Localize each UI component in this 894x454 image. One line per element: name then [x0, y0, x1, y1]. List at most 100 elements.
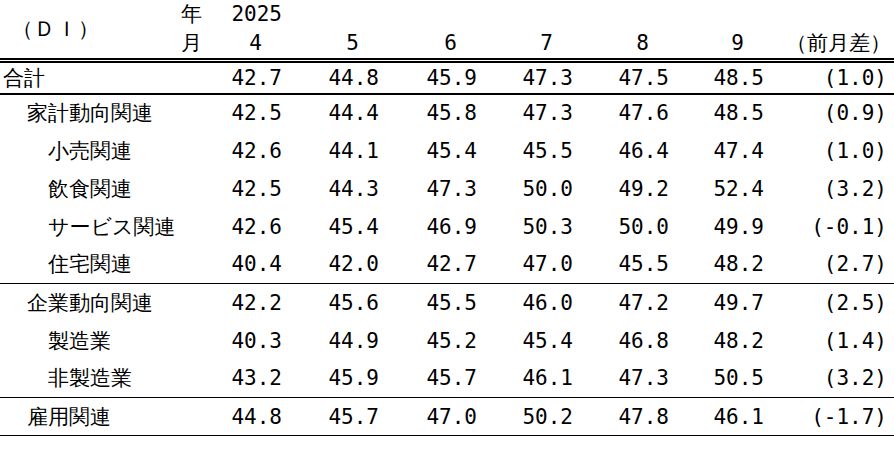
row-label: 非製造業 [0, 360, 202, 398]
di-table-page: （ＤＩ） 年 月 2025 4 5 6 7 8 9 （前月差 [0, 0, 894, 454]
row-label: 住宅関連 [0, 246, 202, 284]
di-value-cell: 45.4 [380, 132, 478, 170]
di-value-cell: 44.8 [202, 398, 283, 436]
di-value-cell: 50.0 [478, 170, 574, 208]
row-label: 製造業 [0, 322, 202, 360]
di-value-cell: 45.4 [478, 322, 574, 360]
table-row: 製造業 40.3 44.9 45.2 45.4 46.8 48.2 (1.4) [0, 322, 894, 360]
di-value-cell: 47.0 [380, 398, 478, 436]
di-value-cell: 50.3 [478, 208, 574, 246]
table-row: 住宅関連 40.4 42.0 42.7 47.0 45.5 48.2 (2.7) [0, 246, 894, 284]
di-value-cell: 50.5 [670, 360, 765, 398]
di-value-cell: 40.4 [202, 246, 283, 284]
di-value-cell: 42.5 [202, 94, 283, 132]
table-row: サービス関連 42.6 45.4 46.9 50.3 50.0 49.9 (-0… [0, 208, 894, 246]
di-value-cell: 46.0 [478, 284, 574, 322]
diff-value-cell: (0.9) [765, 94, 894, 132]
di-value-cell: 48.2 [670, 322, 765, 360]
di-value-cell: 45.2 [380, 322, 478, 360]
di-value-cell: 42.7 [380, 246, 478, 284]
di-value-cell: 42.7 [202, 61, 283, 94]
di-value-cell: 47.3 [574, 360, 670, 398]
diff-value-cell: (2.7) [765, 246, 894, 284]
table-header: （ＤＩ） 年 月 2025 4 5 6 7 8 9 （前月差 [0, 0, 894, 61]
month-header: 8 [574, 29, 670, 61]
diff-value-cell: (2.5) [765, 284, 894, 322]
di-value-cell: 42.2 [202, 284, 283, 322]
year-label: 年 [181, 1, 202, 28]
month-header: 6 [380, 29, 478, 61]
di-value-cell: 44.1 [283, 132, 380, 170]
di-value-cell: 44.9 [283, 322, 380, 360]
di-value-cell: 48.2 [670, 246, 765, 284]
di-value-cell: 42.5 [202, 170, 283, 208]
di-value-cell: 45.4 [283, 208, 380, 246]
table-row: 企業動向関連 42.2 45.6 45.5 46.0 47.2 49.7 (2.… [0, 284, 894, 322]
diff-value-cell: (3.2) [765, 170, 894, 208]
di-value-cell: 45.9 [283, 360, 380, 398]
di-table: （ＤＩ） 年 月 2025 4 5 6 7 8 9 （前月差 [0, 0, 894, 436]
row-label: 企業動向関連 [0, 284, 202, 322]
month-header: 4 [202, 29, 283, 61]
di-value-cell: 45.7 [283, 398, 380, 436]
year-value: 2025 [202, 0, 283, 29]
di-value-cell: 49.2 [574, 170, 670, 208]
header-row-year: （ＤＩ） 年 月 2025 [0, 0, 894, 29]
table-body: 合計 42.7 44.8 45.9 47.3 47.5 48.5 (1.0) 家… [0, 61, 894, 436]
di-value-cell: 45.5 [478, 132, 574, 170]
di-value-cell: 47.4 [670, 132, 765, 170]
di-value-cell: 47.2 [574, 284, 670, 322]
diff-value-cell: (1.0) [765, 132, 894, 170]
month-header: 9 [670, 29, 765, 61]
row-label: 飲食関連 [0, 170, 202, 208]
month-header: 7 [478, 29, 574, 61]
di-value-cell: 47.6 [574, 94, 670, 132]
di-value-cell: 48.5 [670, 94, 765, 132]
di-value-cell: 46.1 [478, 360, 574, 398]
month-label: 月 [181, 30, 202, 57]
di-value-cell: 52.4 [670, 170, 765, 208]
di-value-cell: 45.8 [380, 94, 478, 132]
di-value-cell: 45.6 [283, 284, 380, 322]
di-value-cell: 45.7 [380, 360, 478, 398]
di-value-cell: 45.5 [574, 246, 670, 284]
diff-value-cell: (1.4) [765, 322, 894, 360]
table-row: 家計動向関連 42.5 44.4 45.8 47.3 47.6 48.5 (0.… [0, 94, 894, 132]
table-row: 飲食関連 42.5 44.3 47.3 50.0 49.2 52.4 (3.2) [0, 170, 894, 208]
di-value-cell: 46.1 [670, 398, 765, 436]
table-row: 合計 42.7 44.8 45.9 47.3 47.5 48.5 (1.0) [0, 61, 894, 94]
row-label: 雇用関連 [0, 398, 202, 436]
di-value-cell: 40.3 [202, 322, 283, 360]
di-value-cell: 50.0 [574, 208, 670, 246]
di-value-cell: 46.4 [574, 132, 670, 170]
di-unit-label: （ＤＩ） [0, 15, 100, 43]
diff-value-cell: (-0.1) [765, 208, 894, 246]
di-value-cell: 47.3 [478, 94, 574, 132]
di-value-cell: 42.0 [283, 246, 380, 284]
di-value-cell: 47.3 [380, 170, 478, 208]
row-label: サービス関連 [0, 208, 202, 246]
header-spacer-diff [765, 0, 894, 29]
di-value-cell: 47.3 [478, 61, 574, 94]
di-value-cell: 42.6 [202, 132, 283, 170]
header-spacer [283, 0, 765, 29]
year-month-labels: 年 月 [181, 1, 202, 57]
row-label: 小売関連 [0, 132, 202, 170]
diff-header: （前月差） [765, 29, 894, 61]
di-value-cell: 43.2 [202, 360, 283, 398]
corner-cell: （ＤＩ） 年 月 [0, 0, 202, 61]
di-value-cell: 47.8 [574, 398, 670, 436]
di-value-cell: 45.5 [380, 284, 478, 322]
di-value-cell: 50.2 [478, 398, 574, 436]
di-value-cell: 49.7 [670, 284, 765, 322]
di-value-cell: 44.4 [283, 94, 380, 132]
diff-value-cell: (-1.7) [765, 398, 894, 436]
di-value-cell: 47.5 [574, 61, 670, 94]
table-row: 小売関連 42.6 44.1 45.4 45.5 46.4 47.4 (1.0) [0, 132, 894, 170]
di-value-cell: 46.8 [574, 322, 670, 360]
di-value-cell: 48.5 [670, 61, 765, 94]
table-row: 非製造業 43.2 45.9 45.7 46.1 47.3 50.5 (3.2) [0, 360, 894, 398]
table-row: 雇用関連 44.8 45.7 47.0 50.2 47.8 46.1 (-1.7… [0, 398, 894, 436]
row-label: 家計動向関連 [0, 94, 202, 132]
di-value-cell: 45.9 [380, 61, 478, 94]
